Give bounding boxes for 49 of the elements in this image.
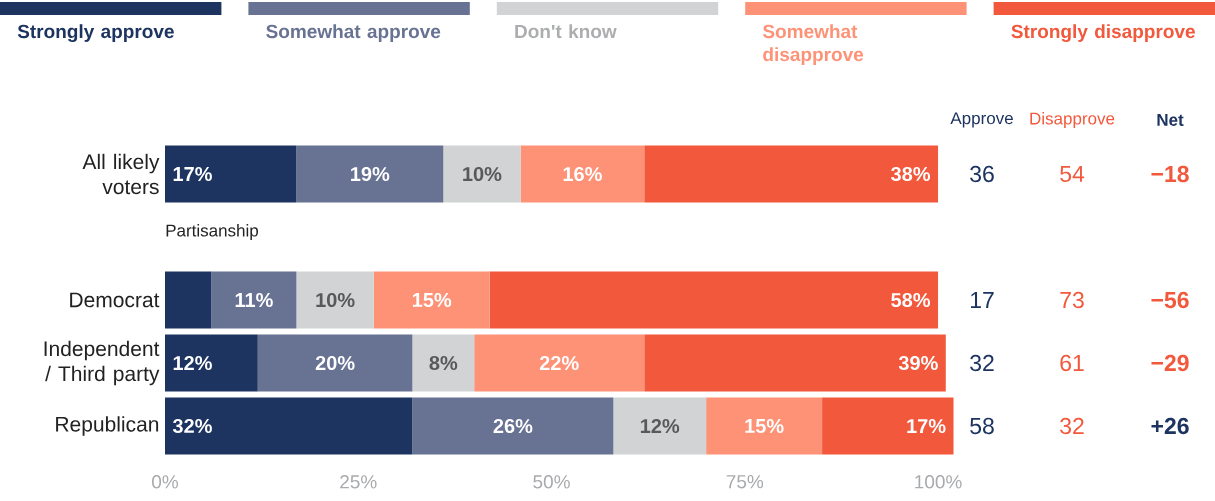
data-label: 10% <box>316 292 355 308</box>
data-label: 10% <box>463 166 502 182</box>
text: 17 <box>970 292 994 308</box>
y-tick-label: Republican <box>56 416 159 436</box>
data-label: 26% <box>493 418 533 434</box>
text: Don't know <box>515 24 617 39</box>
data-label: 12% <box>173 355 212 371</box>
data-label: 12% <box>640 418 680 434</box>
text: Disapprove <box>1030 112 1115 128</box>
text: −18 <box>1151 165 1189 183</box>
text: 58 <box>970 417 994 435</box>
data-label: 8% <box>429 355 458 371</box>
data-label: 32% <box>172 418 212 434</box>
text: Strongly disapprove <box>1011 24 1195 42</box>
text: Approve <box>950 112 1013 128</box>
data-label: 20% <box>315 355 355 371</box>
text: 36 <box>970 165 994 183</box>
y-tick-label: Democrat <box>70 292 160 308</box>
text: −29 <box>1151 354 1189 372</box>
annotation: Partisanship <box>166 224 259 240</box>
data-label: 15% <box>412 292 452 308</box>
text: Somewhat approve <box>266 24 441 42</box>
data-label: 17% <box>173 166 212 182</box>
text: 61 <box>1060 354 1084 372</box>
data-label: 22% <box>539 355 579 371</box>
text: 54 <box>1060 165 1085 183</box>
text: 32 <box>1060 417 1084 435</box>
data-label: 38% <box>891 166 931 182</box>
text: +26 <box>1151 417 1189 435</box>
text: −56 <box>1151 291 1189 309</box>
text: Net <box>1157 114 1184 126</box>
x-tick-label: 25% <box>340 475 377 489</box>
x-tick-label: 100% <box>915 475 962 489</box>
text: 73 <box>1060 291 1084 309</box>
x-tick-label: 50% <box>533 475 570 489</box>
data-label: 39% <box>898 355 938 371</box>
data-label: 15% <box>745 418 784 434</box>
data-label: 17% <box>907 418 946 434</box>
data-label: 16% <box>563 166 602 182</box>
data-label: 19% <box>351 166 390 182</box>
y-tick-label: Independent / Third party <box>44 340 160 386</box>
x-tick-label: 0% <box>152 475 179 489</box>
x-tick-label: 75% <box>726 475 764 489</box>
text: Somewhat disapprove <box>762 24 864 65</box>
data-label: 11% <box>235 292 273 308</box>
text: 32 <box>970 354 994 372</box>
y-tick-label: All likely voters <box>82 153 160 195</box>
text: Strongly approve <box>17 24 174 42</box>
data-label: 58% <box>891 292 931 308</box>
